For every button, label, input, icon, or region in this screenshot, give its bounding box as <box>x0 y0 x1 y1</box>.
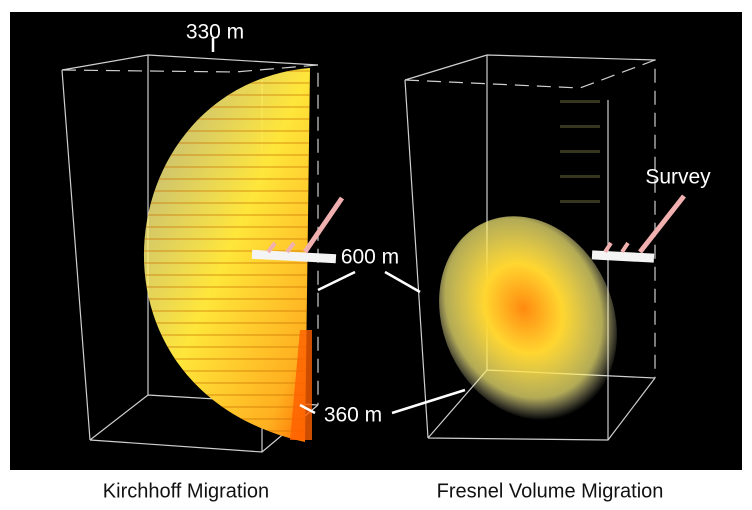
caption: Fresnel Volume Migration <box>437 480 664 502</box>
caption: Kirchhoff Migration <box>103 480 269 502</box>
depth-label: 600 m <box>341 246 399 269</box>
image-background <box>10 12 742 470</box>
bottom-width-label: 360 m <box>324 404 382 427</box>
figure: 330 m 600 m 360 m Survey Kirchhoff Migra… <box>0 0 752 505</box>
survey-label: Survey <box>645 166 711 189</box>
top-width-label: 330 m <box>186 21 244 44</box>
